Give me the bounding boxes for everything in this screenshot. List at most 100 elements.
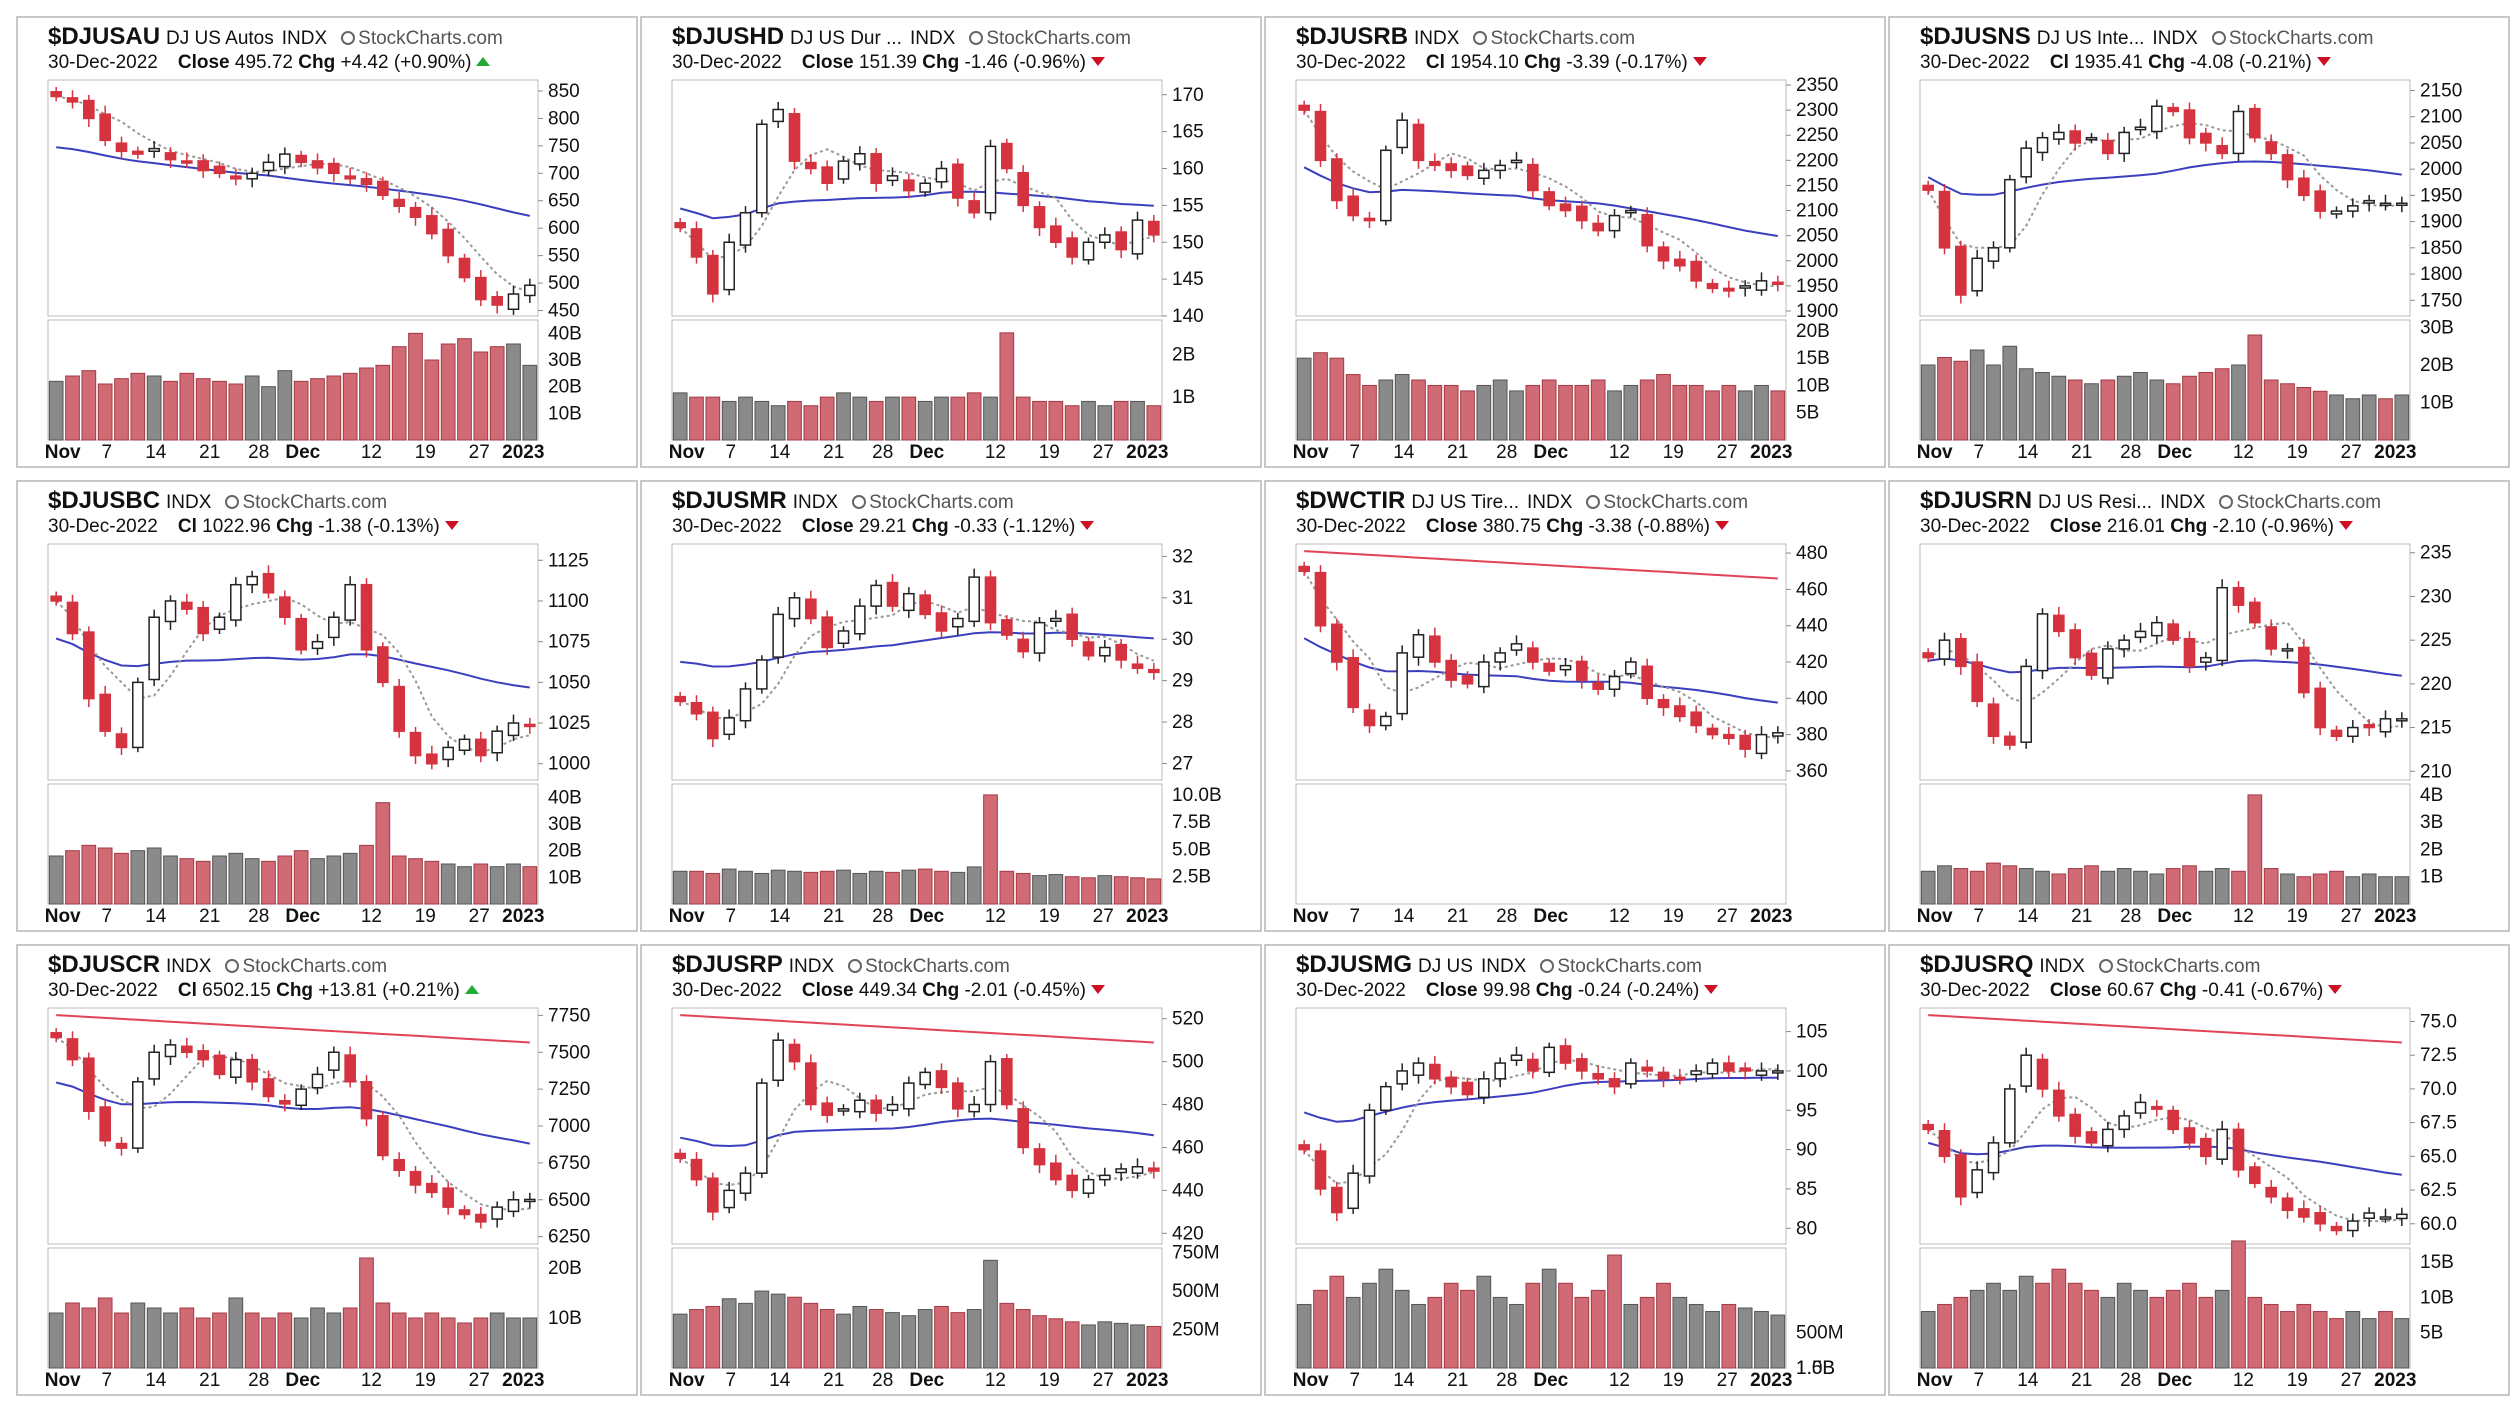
x-tick-label: 27 [2341, 1370, 2362, 1391]
volume-bar [2018, 868, 2034, 905]
candle-body [968, 200, 980, 214]
candle-body [99, 693, 111, 732]
price-tick-label: 550 [548, 246, 580, 267]
candle-body [2396, 718, 2408, 722]
chart-quote: 30-Dec-2022 Close 216.01 Chg -2.10 (-0.96… [1920, 514, 2353, 540]
volume-bar [2067, 868, 2083, 905]
candle-body [1674, 258, 1686, 267]
candle-body [164, 1044, 177, 1058]
candle-body [2118, 1115, 2130, 1131]
candle-body [756, 123, 768, 214]
volume-bar [1113, 400, 1129, 441]
candle-body [426, 1182, 438, 1194]
chart-svg: 1125 1100 1075 1050 1025 1000 40B 30B 20B 10B Nov 7… [45, 543, 590, 927]
volume-tick-label: 1B [1172, 387, 1195, 408]
volume-bar [2280, 1311, 2295, 1369]
candle-body [1347, 657, 1359, 709]
candle-body [132, 681, 144, 749]
volume-bar [2361, 394, 2377, 441]
volume-bar [440, 1317, 456, 1369]
x-tick-label: Nov [669, 442, 705, 463]
volume-bar [163, 380, 178, 441]
price-tick-label: 600 [548, 218, 580, 239]
candle-body [1412, 1062, 1425, 1076]
x-tick-label: Dec [2157, 442, 2192, 463]
x-tick-label: Dec [285, 442, 320, 463]
volume-bar [2035, 870, 2050, 905]
candle-body [1148, 1167, 1160, 1172]
volume-bar [2231, 1240, 2246, 1369]
candle-body [2004, 178, 2016, 249]
volume-tick-label: 250M [1172, 1320, 1220, 1341]
candle-body [984, 1060, 997, 1106]
chart-quote: 30-Dec-2022 Close 99.98 Chg -0.24 (-0.24%… [1296, 978, 1719, 1004]
candle-body [1494, 1062, 1506, 1080]
candle-body [2183, 637, 2196, 668]
candle-body [132, 150, 144, 155]
volume-bar [2198, 870, 2214, 905]
chg-label: Chg [298, 52, 336, 73]
volume-bar [689, 870, 704, 905]
volume-tick-label: 7.5B [1172, 812, 1211, 833]
candle-body [1001, 142, 1013, 170]
volume-bar [2394, 1318, 2410, 1369]
chg-value: -4.08 (-0.21%) [2185, 52, 2312, 73]
volume-pane-frame [47, 1247, 539, 1369]
x-tick-label: 27 [2341, 442, 2362, 463]
candle-body [2167, 1109, 2179, 1131]
candle-body [1706, 282, 1719, 290]
ma-red-line [1304, 550, 1778, 580]
volume-bar [1639, 1296, 1655, 1369]
volume-bar [803, 871, 819, 905]
candle-body [854, 153, 866, 165]
down-arrow-icon [1080, 521, 1095, 530]
volume-bar [2378, 1311, 2393, 1369]
candle-body [2102, 648, 2114, 679]
candle-body [739, 688, 752, 722]
candle-body [1461, 165, 1474, 177]
price-tick-label: 1100 [548, 591, 589, 612]
candle-body [2379, 202, 2392, 206]
volume-bar [130, 372, 146, 441]
volume-bar [1443, 384, 1459, 441]
candle-body [524, 1198, 536, 1203]
source-text: StockCharts.com [869, 492, 1014, 513]
chart-header: $DJUSMG DJ US INDX StockCharts.com [1296, 952, 1702, 978]
chart-symbol: $DWCTIR [1296, 487, 1406, 514]
volume-bar [2084, 1289, 2099, 1369]
volume-bar [836, 869, 851, 905]
volume-bar [440, 343, 456, 441]
quote-date: 30-Dec-2022 [1920, 52, 2030, 73]
candle-body [1706, 1062, 1719, 1075]
volume-tick-label: 5B [2420, 1323, 2443, 1344]
volume-tick-label: 500M [1796, 1323, 1844, 1344]
volume-bar [1492, 379, 1508, 441]
candle-body [115, 1142, 128, 1149]
candle-body [1723, 733, 1735, 739]
x-tick-label: Dec [1533, 442, 1568, 463]
price-tick-label: 7500 [548, 1042, 590, 1063]
volume-bar [2345, 398, 2361, 441]
stockcharts-logo-icon [225, 495, 240, 509]
stockcharts-logo-icon [1540, 959, 1555, 973]
volume-bar [163, 855, 178, 905]
x-tick-label: 12 [2233, 906, 2254, 927]
volume-bar [408, 858, 423, 905]
source-label: StockCharts.com [848, 956, 1010, 977]
volume-bar [489, 866, 505, 905]
chart-quote: 30-Dec-2022 Close 380.75 Chg -3.38 (-0.88… [1296, 514, 1729, 540]
volume-bar [326, 1312, 342, 1369]
volume-bar [2182, 1282, 2197, 1369]
candle-body [1445, 1076, 1457, 1088]
candle-body [2004, 1088, 2016, 1144]
volume-tick-label: 500M [1172, 1281, 1220, 1302]
volume-bar [391, 855, 407, 905]
candle-body [328, 616, 340, 639]
volume-bar [1953, 868, 1969, 905]
volume-bar [2051, 375, 2067, 441]
candle-body [1099, 646, 1111, 657]
volume-bar [342, 1307, 358, 1369]
price-tick-label: 30 [1172, 629, 1193, 650]
candle-body [50, 90, 62, 98]
volume-bar [1460, 1289, 1475, 1369]
